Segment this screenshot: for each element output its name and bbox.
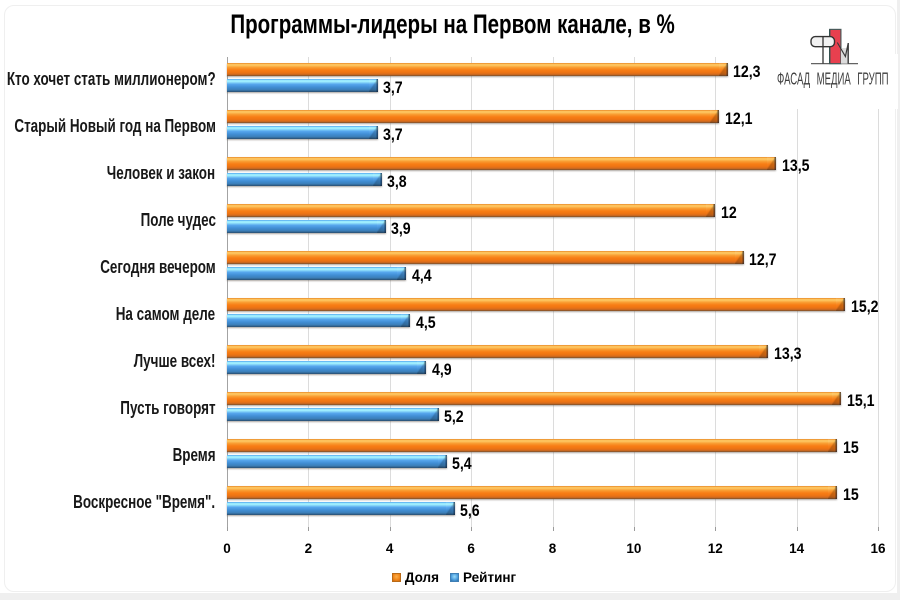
svg-text:ФАСАД МЕДИА ГРУПП: ФАСАД МЕДИА ГРУПП (777, 69, 889, 89)
